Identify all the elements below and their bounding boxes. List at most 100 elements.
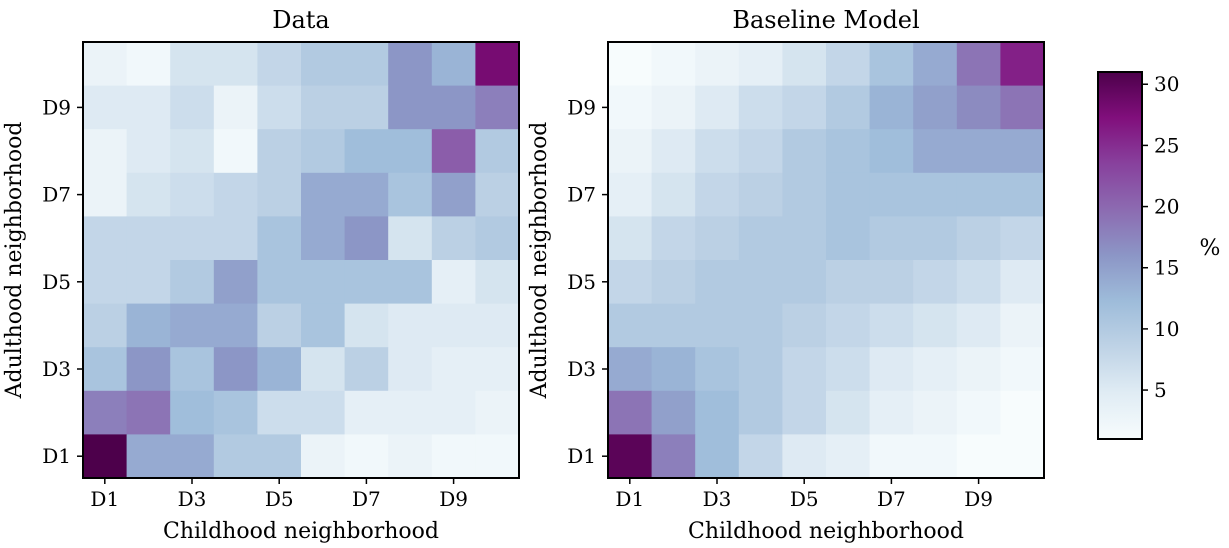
heatmap-cell: [344, 172, 389, 217]
heatmap-cell: [826, 347, 871, 392]
plot-frame: [82, 41, 520, 479]
heatmap-cell: [956, 172, 1001, 217]
heatmap-cell: [608, 85, 653, 130]
heatmap-cell: [956, 347, 1001, 392]
heatmap-cell: [651, 303, 696, 348]
heatmap-cell: [913, 172, 958, 217]
heatmap-cell: [83, 129, 128, 174]
colorbar-gradient: [1097, 71, 1143, 440]
heatmap-cell: [213, 303, 258, 348]
heatmap-cell: [388, 260, 433, 305]
heatmap-cell: [695, 347, 740, 392]
heatmap-cell: [126, 434, 171, 479]
x-tick-label: D3: [703, 487, 732, 511]
heatmap-cell: [738, 129, 783, 174]
heatmap-cell: [782, 85, 827, 130]
heatmap-cell: [126, 390, 171, 435]
y-tick-label: D3: [567, 357, 596, 381]
heatmap-cell: [1000, 434, 1045, 479]
heatmap-cell: [257, 129, 302, 174]
heatmap-cell: [651, 172, 696, 217]
heatmap-cell: [257, 390, 302, 435]
heatmap-cell: [956, 303, 1001, 348]
heatmap-cell: [869, 85, 914, 130]
heatmap-cell: [257, 260, 302, 305]
heatmap-cell: [475, 85, 520, 130]
heatmap-cell: [738, 172, 783, 217]
x-axis-label: Childhood neighborhood: [163, 519, 439, 544]
heatmap-cell: [301, 129, 346, 174]
heatmap-cell: [431, 303, 476, 348]
heatmap-cell: [388, 42, 433, 87]
heatmap-cell: [782, 260, 827, 305]
heatmap-cell: [695, 260, 740, 305]
heatmap-cell: [344, 260, 389, 305]
heatmap-cell: [431, 129, 476, 174]
heatmap-cell: [213, 434, 258, 479]
heatmap-cell: [956, 260, 1001, 305]
heatmap-cell: [257, 42, 302, 87]
heatmap-cell: [869, 434, 914, 479]
heatmap-cell: [344, 434, 389, 479]
chart-title: Data: [272, 6, 330, 34]
heatmap-cell: [695, 85, 740, 130]
heatmap-cell: [651, 347, 696, 392]
heatmap-cell: [431, 390, 476, 435]
heatmap-cell: [1000, 216, 1045, 261]
heatmap-cell: [608, 216, 653, 261]
heatmap-cell: [170, 390, 215, 435]
heatmap-cell: [651, 42, 696, 87]
y-tick-label: D7: [567, 183, 596, 207]
heatmap-cell: [431, 42, 476, 87]
heatmap-cell: [826, 260, 871, 305]
heatmap-cell: [170, 260, 215, 305]
heatmap-cell: [431, 172, 476, 217]
heatmap-cell: [1000, 85, 1045, 130]
heatmap-cell: [782, 303, 827, 348]
heatmap-cell: [956, 85, 1001, 130]
heatmap-cell: [913, 390, 958, 435]
heatmap-cell: [475, 129, 520, 174]
heatmap-cell: [956, 216, 1001, 261]
colorbar-tick-label: 10: [1154, 317, 1179, 341]
heatmap-cell: [170, 129, 215, 174]
heatmap-cell: [956, 42, 1001, 87]
heatmap-cell: [301, 172, 346, 217]
x-tick-label: D5: [265, 487, 294, 511]
heatmap-cell: [913, 85, 958, 130]
y-tick-label: D5: [42, 270, 71, 294]
heatmap-cell: [431, 216, 476, 261]
heatmap-cell: [431, 85, 476, 130]
heatmap-cell: [782, 216, 827, 261]
heatmap-cell: [1000, 129, 1045, 174]
heatmap-cell: [301, 260, 346, 305]
heatmap-cell: [956, 434, 1001, 479]
heatmap-cell: [782, 434, 827, 479]
heatmap-cell: [213, 260, 258, 305]
y-tick-label: D9: [567, 95, 596, 119]
heatmap-cell: [83, 172, 128, 217]
heatmap-cell: [608, 347, 653, 392]
heatmap-cell: [869, 216, 914, 261]
heatmap-cell: [869, 42, 914, 87]
y-axis-label: Adulthood neighborhood: [2, 122, 27, 400]
heatmap-cell: [83, 303, 128, 348]
heatmap-cell: [126, 42, 171, 87]
heatmap-cell: [869, 172, 914, 217]
heatmap-cell: [475, 347, 520, 392]
heatmap-cell: [695, 216, 740, 261]
heatmap-cell: [213, 347, 258, 392]
heatmap-cell: [126, 216, 171, 261]
heatmap-cell: [782, 172, 827, 217]
heatmap-cell: [83, 260, 128, 305]
heatmap-cell: [869, 260, 914, 305]
heatmap-cell: [826, 85, 871, 130]
heatmap-cell: [738, 216, 783, 261]
heatmap-cell: [913, 303, 958, 348]
heatmap-cell: [826, 216, 871, 261]
heatmap-cell: [608, 129, 653, 174]
heatmap-cell: [695, 42, 740, 87]
heatmap-cell: [695, 303, 740, 348]
